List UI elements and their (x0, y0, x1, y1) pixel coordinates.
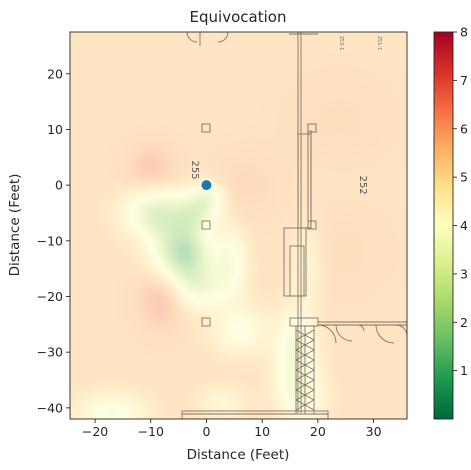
colorbar-tick-label: 7 (460, 73, 468, 88)
x-tick-label: 20 (310, 424, 326, 439)
y-axis-label: Distance (Feet) (7, 174, 23, 277)
colorbar-tick-label: 4 (460, 218, 468, 233)
y-tick-label: −40 (37, 400, 63, 415)
x-tick-label: 10 (254, 424, 270, 439)
floorplan-door-swing (335, 324, 353, 342)
floorplan-door-swing (375, 324, 395, 344)
floorplan-pillar (201, 123, 211, 133)
floorplan-labels: 255 252 252-1 251-1 (189, 36, 382, 195)
x-axis-ticks: −20 −10 0 10 20 30 (82, 419, 382, 439)
x-tick-label: 0 (202, 424, 210, 439)
y-tick-label: 0 (55, 178, 63, 193)
x-tick-label: −10 (138, 424, 164, 439)
colorbar-tick-label: 3 (460, 266, 468, 281)
y-tick-label: −10 (37, 233, 63, 248)
colorbar: 1 2 3 4 5 6 7 8 (433, 25, 468, 420)
floorplan-pillar (307, 123, 317, 133)
colorbar-tick-label: 6 (460, 121, 468, 136)
floorplan-room-label: 252-1 (338, 36, 344, 51)
colorbar-tick-label: 5 (460, 170, 468, 185)
location-marker (201, 180, 212, 191)
floorplan-stair-hatch (295, 329, 315, 411)
plot-frame (69, 31, 408, 420)
floorplan-pillar (201, 220, 211, 230)
floorplan-door-swing (186, 32, 198, 43)
floorplan-door-swing (217, 32, 229, 43)
floorplan-overlay (181, 32, 407, 419)
floorplan-room-label: 251-1 (376, 36, 382, 51)
colorbar-tick-label: 1 (460, 363, 468, 378)
x-tick-label: −20 (82, 424, 108, 439)
colorbar-ticks: 1 2 3 4 5 6 7 8 (453, 25, 468, 378)
chart-title: Equivocation (190, 8, 287, 26)
y-tick-label: 10 (47, 122, 63, 137)
floorplan-room-label: 252 (357, 176, 368, 195)
y-axis-ticks: 20 10 0 −10 −20 −30 −40 (37, 66, 70, 415)
y-tick-label: 20 (47, 66, 63, 81)
colorbar-tick-label: 2 (460, 315, 468, 330)
floorplan-room-label: 255 (189, 161, 200, 180)
floorplan-pillar (201, 317, 211, 327)
colorbar-tick-label: 8 (460, 25, 468, 40)
floorplan-wall (181, 410, 329, 419)
x-tick-label: 30 (366, 424, 382, 439)
floorplan-door-swing (357, 324, 365, 332)
colorbar-gradient (434, 32, 453, 419)
floorplan-wall (289, 245, 305, 297)
plot-area: 255 252 252-1 251-1 (69, 31, 408, 420)
y-tick-label: −30 (37, 345, 63, 360)
y-tick-label: −20 (37, 289, 63, 304)
x-axis-label: Distance (Feet) (187, 447, 290, 463)
floorplan-door-swing (317, 324, 337, 344)
heatmap-image (70, 32, 407, 419)
